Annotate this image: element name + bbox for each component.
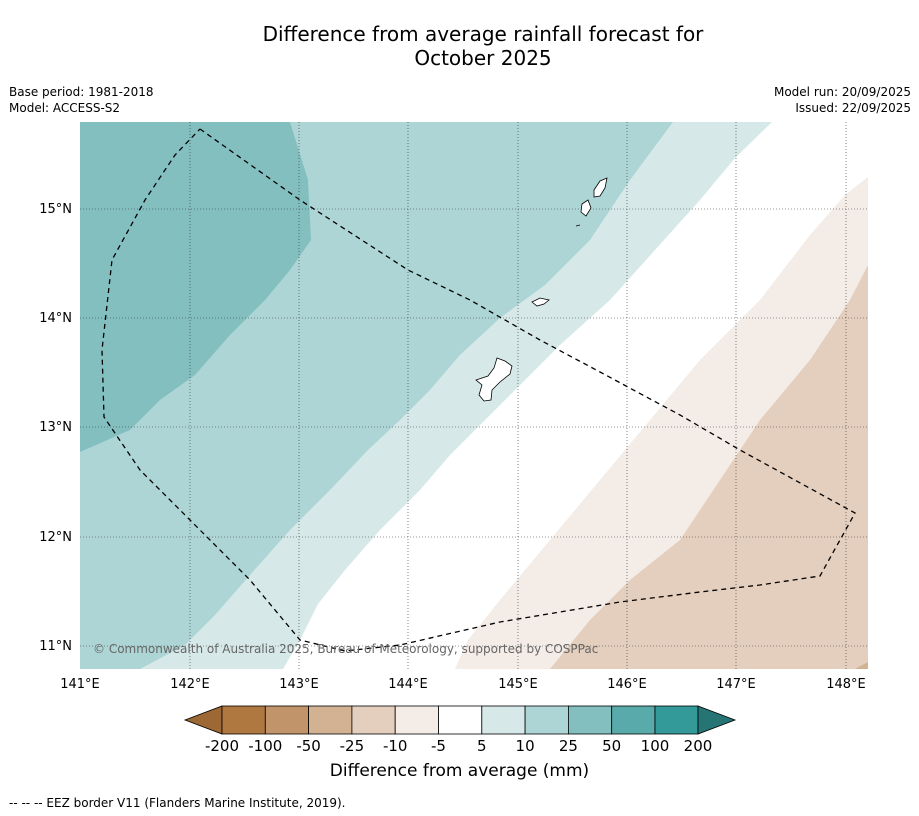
title-line-2: October 2025 <box>414 46 552 70</box>
colorbar-segment <box>264 705 309 735</box>
x-tick-label: 144°E <box>388 677 428 692</box>
meta-left: Base period: 1981-2018 Model: ACCESS-S2 <box>9 84 154 116</box>
region-n25-50 <box>855 662 868 669</box>
colorbar-above-max <box>697 705 737 735</box>
colorbar-below-min <box>183 705 223 735</box>
x-tick-label: 145°E <box>498 677 538 692</box>
colorbar-segment <box>481 705 526 735</box>
island-tinian <box>580 199 592 217</box>
colorbar <box>183 705 737 735</box>
colorbar-title: Difference from average (mm) <box>329 761 590 781</box>
model-run: Model run: 20/09/2025 <box>773 85 911 99</box>
chart-title: Difference from average rainfall forecas… <box>0 22 919 70</box>
y-tick-label: 13°N <box>39 420 72 435</box>
x-tick-label: 147°E <box>716 677 756 692</box>
copyright-text: © Commonwealth of Australia 2025, Bureau… <box>93 642 598 656</box>
colorbar-segment <box>221 705 266 735</box>
model-name: Model: ACCESS-S2 <box>9 101 121 115</box>
y-tick-label: 12°N <box>39 530 72 545</box>
islands <box>475 177 608 402</box>
colorbar-tick-label: -200 <box>205 737 239 755</box>
colorbar-tick-label: -50 <box>296 737 321 755</box>
colorbar-tick-label: 10 <box>516 737 535 755</box>
colorbar-segment <box>394 705 439 735</box>
title-line-1: Difference from average rainfall forecas… <box>262 22 704 46</box>
base-period: Base period: 1981-2018 <box>9 85 154 99</box>
island-rota <box>531 297 550 307</box>
colorbar-tick-label: -10 <box>383 737 408 755</box>
gridlines <box>80 122 868 669</box>
meta-right: Model run: 20/09/2025 Issued: 22/09/2025 <box>774 84 911 116</box>
colorbar-labels: -200 -100 -50 -25 -10 -5 5 10 25 50 100 … <box>205 737 712 755</box>
colorbar-segment <box>351 705 396 735</box>
island-saipan <box>593 177 608 198</box>
y-axis-labels: 15°N 14°N 13°N 12°N 11°N <box>39 202 72 654</box>
colorbar-segment <box>308 705 353 735</box>
colorbar-segment <box>438 705 483 735</box>
region-p25-50 <box>80 122 311 452</box>
issued-date: Issued: 22/09/2025 <box>795 101 911 115</box>
colorbar-tick-label: -25 <box>340 737 365 755</box>
x-tick-label: 141°E <box>60 677 100 692</box>
y-tick-label: 14°N <box>39 311 72 326</box>
eez-legend: -- -- -- EEZ border V11 (Flanders Marine… <box>9 796 346 810</box>
x-tick-label: 146°E <box>607 677 647 692</box>
x-axis-labels: 141°E 142°E 143°E 144°E 145°E 146°E 147°… <box>60 677 866 692</box>
colorbar-tick-label: -100 <box>248 737 282 755</box>
colorbar-segment <box>654 705 699 735</box>
x-tick-label: 148°E <box>826 677 866 692</box>
colorbar-segment <box>524 705 569 735</box>
map-plot-area <box>80 122 868 669</box>
island-guam <box>475 357 513 402</box>
y-tick-label: 15°N <box>39 202 72 217</box>
colorbar-tick-label: 100 <box>641 737 670 755</box>
x-tick-label: 143°E <box>279 677 319 692</box>
x-tick-label: 142°E <box>170 677 210 692</box>
colorbar-tick-label: 50 <box>602 737 621 755</box>
colorbar-segment <box>568 705 613 735</box>
colorbar-tick-label: 200 <box>684 737 713 755</box>
colorbar-tick-label: -5 <box>431 737 446 755</box>
colorbar-segment <box>611 705 656 735</box>
y-tick-label: 11°N <box>39 639 72 654</box>
colorbar-tick-label: 5 <box>477 737 487 755</box>
island-aguijan <box>575 224 581 227</box>
region-n10-25 <box>550 265 868 669</box>
colorbar-tick-label: 25 <box>559 737 578 755</box>
eez-border <box>101 128 856 652</box>
